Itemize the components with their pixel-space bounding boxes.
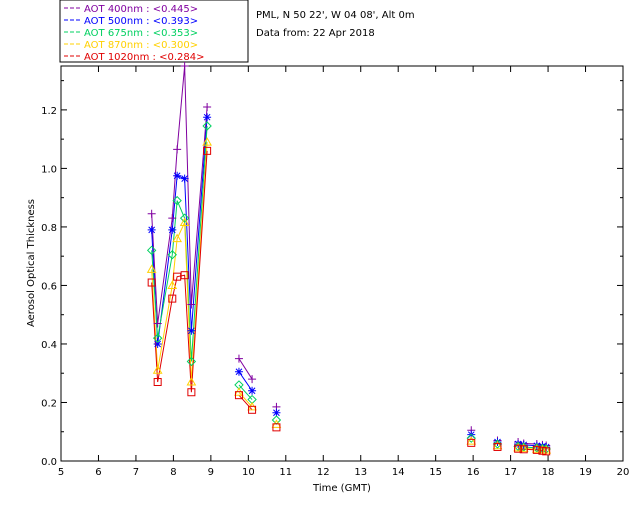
- data-point-square: [532, 445, 541, 454]
- legend-entry: AOT 400nm : <0.445>: [84, 4, 198, 15]
- data-point-asterisk: [203, 113, 212, 122]
- x-tick-label: 20: [617, 467, 630, 478]
- data-point-square: [187, 388, 196, 397]
- y-tick-label: 0.2: [41, 398, 57, 409]
- data-point-diamond: [492, 439, 503, 449]
- data-point-asterisk: [147, 225, 156, 234]
- x-tick-label: 5: [58, 467, 64, 478]
- y-axis-label: Aerosol Optical Thickness: [26, 199, 37, 327]
- data-point-plus: [248, 375, 257, 384]
- data-point-asterisk: [168, 225, 177, 234]
- data-point-triangle: [492, 440, 503, 450]
- legend-box: [59, 0, 249, 63]
- data-point-diamond: [186, 356, 197, 367]
- data-point-asterisk: [153, 339, 162, 348]
- data-point-square: [147, 278, 156, 287]
- legend-entry: AOT 1020nm : <0.284>: [84, 52, 204, 63]
- data-point-diamond: [172, 195, 182, 206]
- data-point-triangle: [167, 280, 178, 289]
- series-line-1: [238, 371, 253, 392]
- x-tick-label: 17: [504, 467, 517, 478]
- data-point-asterisk: [187, 326, 196, 335]
- series-line-3: [238, 391, 253, 408]
- data-point-asterisk: [173, 171, 182, 180]
- data-point-triangle: [146, 264, 157, 273]
- x-tick-label: 10: [242, 467, 255, 478]
- legend-entry: AOT 870nm : <0.300>: [84, 40, 198, 51]
- data-point-square: [272, 423, 281, 432]
- legend: AOT 400nm : <0.445>AOT 500nm : <0.393>AO…: [59, 0, 249, 63]
- x-tick-label: 11: [279, 467, 292, 478]
- data-point-triangle: [202, 137, 212, 146]
- y-tick-label: 0.6: [41, 281, 57, 292]
- x-tick-label: 9: [208, 467, 214, 478]
- data-point-diamond: [179, 213, 190, 223]
- legend-entry: AOT 675nm : <0.353>: [84, 28, 198, 39]
- x-tick-label: 7: [133, 467, 139, 478]
- x-tick-label: 13: [354, 467, 367, 478]
- data-point-plus: [187, 300, 196, 309]
- y-tick-label: 0.4: [41, 340, 57, 351]
- x-tick-label: 19: [579, 467, 592, 478]
- data-point-plus: [180, 62, 189, 70]
- header-location: PML, N 50 22', W 04 08', Alt 0m: [256, 10, 415, 21]
- x-axis-label: Time (GMT): [312, 483, 371, 494]
- data-point-square: [248, 405, 257, 414]
- y-tick-label: 0.8: [41, 223, 57, 234]
- data-point-square: [153, 378, 162, 386]
- x-tick-label: 16: [467, 467, 480, 478]
- x-tick-label: 12: [317, 467, 330, 478]
- data-point-square: [203, 146, 212, 155]
- data-point-plus: [203, 102, 212, 111]
- x-tick-label: 15: [429, 467, 442, 478]
- data-point-asterisk: [180, 174, 189, 183]
- data-point-square: [519, 445, 528, 454]
- data-point-asterisk: [234, 367, 243, 376]
- data-point-square: [493, 442, 502, 451]
- series-line-0: [238, 358, 253, 380]
- data-point-plus: [147, 209, 156, 218]
- legend-entry: AOT 500nm : <0.393>: [84, 16, 198, 27]
- axes: 5 6 7 8 9 10 11 12 13 14 15 16 17 18 19 20 0.0 0.2 0.4 0.6 0…: [41, 66, 629, 478]
- data-point-plus: [168, 214, 177, 223]
- data-point-diamond: [152, 333, 163, 343]
- data-point-diamond: [146, 245, 157, 256]
- data-point-asterisk: [248, 386, 257, 395]
- data-point-plus: [153, 319, 162, 328]
- data-point-plus: [173, 145, 182, 154]
- x-tick-label: 6: [95, 467, 101, 478]
- data-point-square: [234, 391, 243, 400]
- series-line-4: [151, 150, 208, 393]
- data-point-diamond: [466, 433, 476, 443]
- plot-frame: [60, 65, 624, 462]
- header-date: Data from: 22 Apr 2018: [256, 28, 375, 39]
- data-point-square: [514, 444, 523, 453]
- x-tick-label: 18: [542, 467, 555, 478]
- y-tick-label: 1.0: [41, 164, 57, 175]
- series-line-2: [151, 125, 208, 362]
- data-point-asterisk: [272, 408, 281, 417]
- data-point-square: [542, 447, 551, 456]
- data-point-triangle: [179, 217, 190, 227]
- data-point-diamond: [202, 121, 212, 131]
- data-point-triangle: [152, 365, 163, 374]
- y-tick-label: 0.0: [41, 457, 57, 468]
- series-markers: [146, 62, 552, 456]
- data-point-triangle: [172, 233, 183, 243]
- data-point-square: [467, 438, 476, 447]
- data-point-triangle: [186, 376, 197, 386]
- data-point-triangle: [466, 436, 477, 445]
- x-tick-label: 8: [170, 467, 176, 478]
- x-tick-label: 14: [392, 467, 405, 478]
- data-point-square: [180, 271, 189, 280]
- data-point-diamond: [167, 250, 177, 260]
- y-tick-label: 1.2: [41, 106, 57, 117]
- data-point-plus: [234, 354, 243, 363]
- series-line-3: [151, 142, 208, 383]
- data-point-square: [168, 294, 177, 303]
- series-lines: [151, 65, 547, 452]
